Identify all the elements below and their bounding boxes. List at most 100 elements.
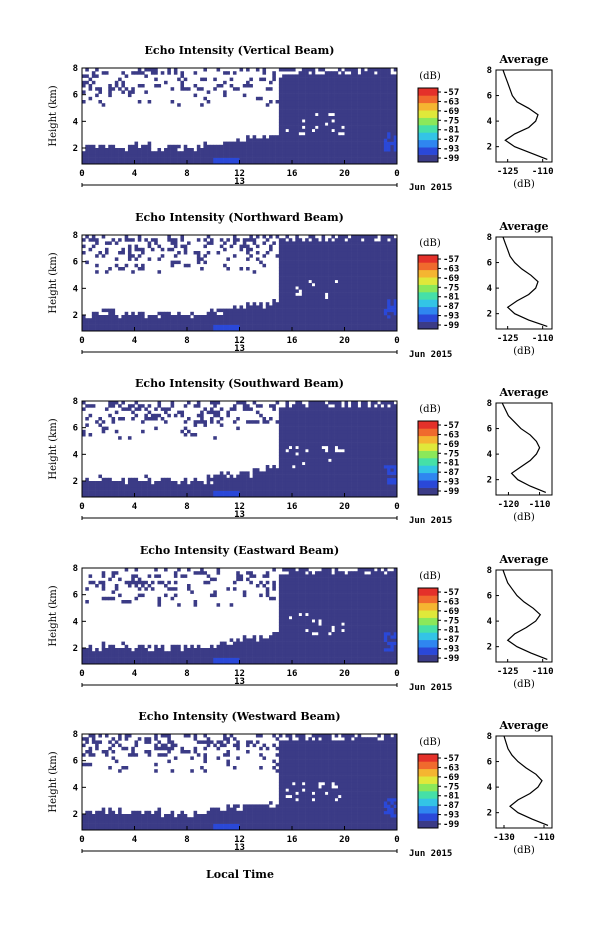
heatmap-cell (380, 295, 385, 300)
heatmap-cell (203, 260, 207, 265)
heatmap-cell (318, 324, 322, 329)
heatmap-cell (383, 77, 388, 82)
heatmap-cell (390, 455, 395, 459)
heatmap-cell (282, 157, 286, 162)
heatmap-cell (308, 455, 312, 459)
heatmap-cell (121, 401, 125, 405)
heatmap-cell (124, 235, 129, 239)
heatmap-cell (383, 458, 388, 463)
heatmap-cell (183, 244, 188, 249)
heatmap-cell (305, 308, 309, 313)
heatmap-cell (91, 80, 96, 85)
heatmap-cell (344, 311, 349, 316)
heatmap-cell (265, 321, 270, 325)
colorbar-swatch (418, 110, 438, 118)
colorbar-swatch (418, 277, 438, 285)
heatmap-cell (278, 318, 283, 322)
heatmap-cell (357, 260, 362, 265)
heatmap-cell (321, 106, 326, 110)
heatmap-cell (255, 484, 260, 488)
heatmap-cell (370, 318, 375, 322)
heatmap-cell (118, 487, 122, 491)
heatmap-cell (308, 449, 312, 453)
heatmap-cell (82, 318, 86, 322)
heatmap-cell (104, 151, 109, 155)
heatmap-cell (282, 273, 286, 277)
heatmap-cell (383, 144, 388, 149)
heatmap-cell (101, 660, 106, 665)
heatmap-cell (347, 311, 352, 316)
heatmap-cell (298, 154, 303, 158)
heatmap-cell (187, 490, 191, 495)
heatmap-cell (295, 407, 299, 411)
heatmap-cell (98, 493, 102, 498)
heatmap-cell (134, 321, 139, 325)
heatmap-cell (108, 308, 112, 313)
heatmap-cell (141, 144, 145, 149)
heatmap-cell (377, 263, 381, 268)
heatmap-cell (239, 484, 244, 488)
colorbar-swatch (418, 472, 438, 481)
heatmap-cell (292, 103, 296, 107)
heatmap-cell (285, 251, 290, 255)
heatmap-cell (367, 471, 372, 475)
heatmap-cell (282, 125, 286, 130)
heatmap-cell (88, 160, 93, 165)
heatmap-cell (364, 276, 368, 281)
heatmap-cell (95, 315, 99, 319)
heatmap-cell (305, 458, 309, 463)
heatmap-cell (285, 141, 290, 146)
heatmap-cell (354, 254, 358, 258)
heatmap-cell (298, 96, 303, 101)
heatmap-cell (383, 413, 388, 418)
heatmap-cell (367, 283, 372, 287)
heatmap-cell (292, 141, 296, 146)
heatmap-cell (328, 305, 332, 309)
heatmap-cell (347, 80, 352, 85)
heatmap-cell (360, 96, 365, 101)
heatmap-cell (344, 154, 349, 158)
heatmap-cell (370, 452, 375, 456)
heatmap-cell (374, 401, 378, 405)
heatmap-cell (301, 429, 306, 434)
heatmap-cell (275, 148, 280, 152)
heatmap-cell (360, 318, 365, 322)
heatmap-cell (390, 100, 395, 104)
heatmap-cell (203, 420, 207, 424)
heatmap-cell (360, 148, 365, 152)
heatmap-cell (292, 308, 296, 313)
heatmap-cell (351, 484, 355, 488)
heatmap-cell (337, 484, 342, 488)
heatmap-cell (108, 477, 112, 482)
heatmap-cell (387, 445, 391, 450)
heatmap-cell (311, 93, 316, 98)
heatmap-cell (288, 308, 293, 313)
heatmap-cell (347, 238, 352, 242)
heatmap-cell (364, 410, 368, 415)
heatmap-cell (101, 321, 106, 325)
heatmap-cell (298, 125, 303, 130)
heatmap-cell (387, 433, 391, 437)
heatmap-cell (131, 477, 135, 482)
heatmap-cell (337, 295, 342, 300)
heatmap-cell (108, 87, 112, 91)
heatmap-cell (295, 311, 299, 316)
heatmap-cell (288, 106, 293, 110)
heatmap-cell (387, 295, 391, 300)
heatmap-cell (347, 116, 352, 120)
heatmap-cell (278, 429, 283, 434)
heatmap-cell (278, 270, 283, 274)
heatmap-cell (216, 327, 221, 332)
heatmap-cell (242, 311, 247, 316)
heatmap-cell (246, 148, 250, 152)
heatmap-cell (337, 263, 342, 268)
heatmap-cell (318, 154, 322, 158)
profile-y-tick-label: 2 (487, 310, 492, 320)
heatmap-cell (285, 154, 290, 158)
heatmap-cell (206, 144, 211, 149)
heatmap-cell (370, 238, 375, 242)
heatmap-cell (246, 420, 250, 424)
heatmap-cell (328, 327, 332, 332)
heatmap-cell (118, 417, 122, 421)
heatmap-cell (364, 148, 368, 152)
